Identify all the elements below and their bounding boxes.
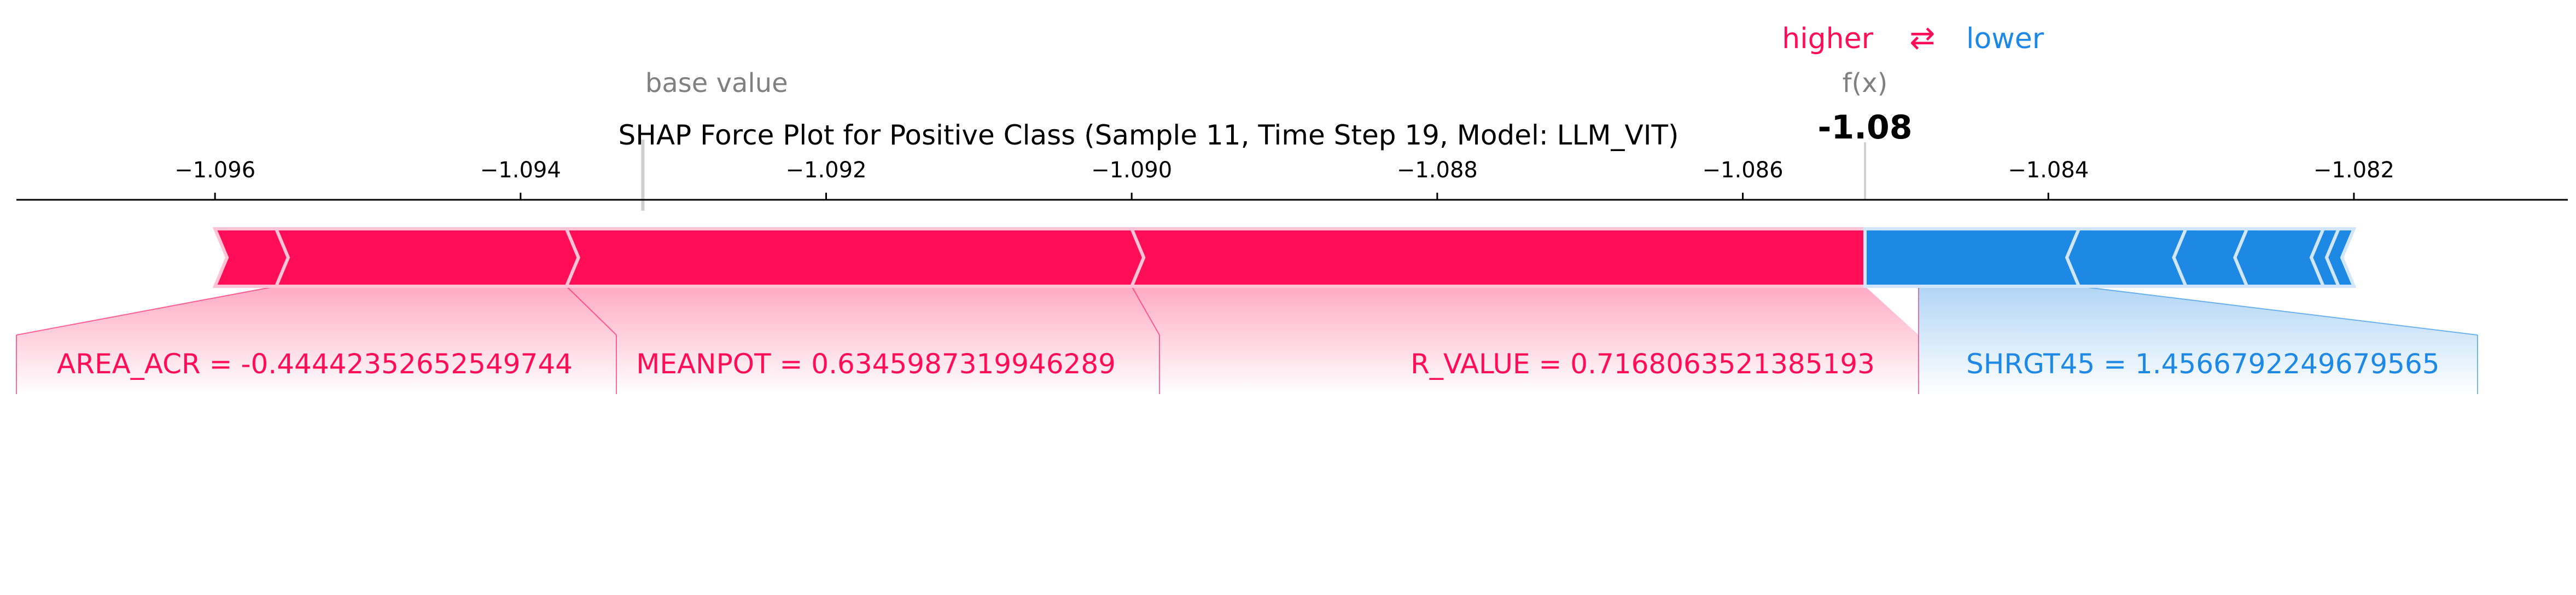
negative-feature-label: SHRGT45 = 1.4566792249679565 (1966, 348, 2440, 380)
negative-force-bar (1863, 227, 2082, 288)
negative-force-bar (2324, 227, 2357, 288)
positive-label-band (1132, 286, 1919, 394)
positive-label-band (566, 286, 1159, 394)
positive-feature-label: AREA_ACR = -0.44442352652549744 (57, 348, 573, 380)
feature-labels: R_VALUE = 0.7168063521385193 MEANPOT = 0.… (57, 348, 2440, 380)
x-tick-label: −1.090 (1091, 158, 1172, 183)
x-tick-label: −1.092 (785, 158, 866, 183)
positive-force-bar (273, 227, 580, 288)
legend-lower: lower (1966, 22, 2044, 55)
negative-label-band (1865, 286, 2478, 394)
x-tick-label: −1.084 (2008, 158, 2089, 183)
positive-force-bar (1129, 227, 1867, 288)
x-tick-label: −1.088 (1397, 158, 1478, 183)
positive-force-bar (212, 227, 290, 288)
positive-force-bar (564, 227, 1146, 288)
legend-higher: higher (1782, 22, 1873, 55)
force-bars (212, 227, 2357, 288)
x-tick-label: −1.094 (480, 158, 561, 183)
x-tick-label: −1.082 (2313, 158, 2394, 183)
feature-gradients (16, 286, 2478, 394)
positive-feature-label: R_VALUE = 0.7168063521385193 (1411, 348, 1875, 380)
x-tick-label: −1.086 (1703, 158, 1784, 183)
positive-label-band (16, 286, 616, 394)
x-tick-label: −1.096 (174, 158, 255, 183)
legend-arrows-icon: ⇄ (1910, 20, 1936, 56)
x-axis: −1.096 −1.094 −1.092 −1.090 −1.088 −1.086 −1.0… (16, 158, 2568, 201)
base-value-label: base value (645, 68, 788, 99)
chart-title: SHAP Force Plot for Positive Class (Samp… (618, 119, 1679, 151)
negative-band-connector (2078, 286, 2478, 336)
output-label: f(x) (1843, 68, 1888, 99)
positive-band-connector (16, 286, 277, 336)
positive-feature-label: MEANPOT = 0.6345987319946289 (636, 348, 1116, 380)
output-value: -1.08 (1818, 108, 1913, 147)
negative-force-bar (2065, 227, 2189, 288)
